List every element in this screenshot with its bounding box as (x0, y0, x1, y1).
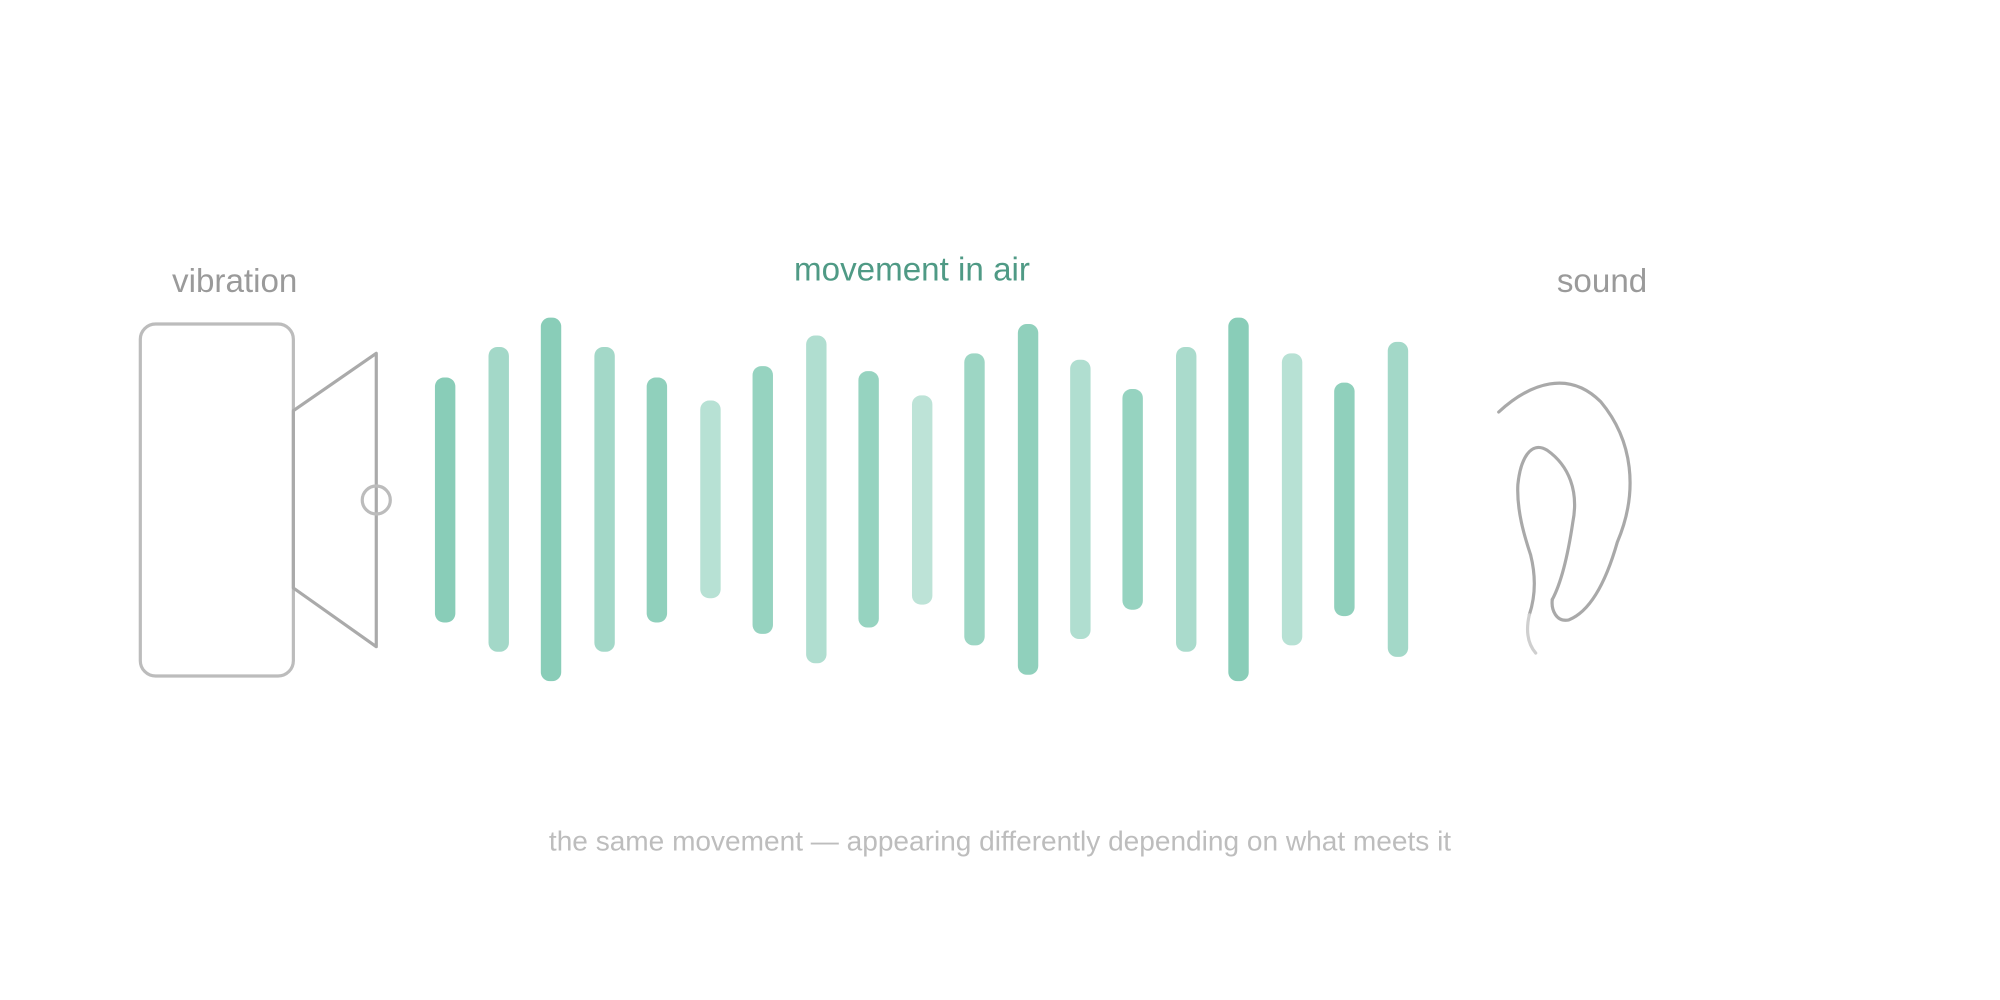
wave-bar (1228, 317, 1249, 682)
sound-waves (434, 317, 1409, 682)
wave-bar (1334, 382, 1355, 617)
wave-bar (911, 395, 933, 605)
ear (1497, 381, 1632, 655)
source-label: vibration (172, 263, 297, 300)
wave-bar (1017, 323, 1039, 675)
wave-bar (1176, 346, 1197, 652)
wave-bar (646, 377, 668, 623)
wave-bar (806, 335, 827, 664)
wave-bar (488, 346, 509, 652)
wave-bar (594, 346, 615, 652)
speaker-body (138, 322, 295, 678)
speaker-cone (291, 351, 378, 649)
wave-bar (700, 400, 721, 599)
ear-lobe (1526, 613, 1538, 655)
receiver-label: sound (1557, 263, 1647, 300)
wave-bar (1387, 341, 1409, 657)
caption: the same movement — appearing differentl… (549, 826, 1451, 857)
wave-bar (434, 377, 456, 623)
wave-bar (1070, 359, 1091, 640)
wave-bar (540, 317, 562, 682)
wave-bar (1122, 389, 1143, 610)
speaker (138, 322, 392, 678)
speaker-center (360, 484, 392, 516)
wave-bar (752, 366, 773, 634)
wave-bar (964, 353, 985, 646)
medium-label: movement in air (794, 251, 1030, 288)
ear-outer (1497, 381, 1632, 622)
wave-bar (858, 371, 879, 628)
ear-inner (1516, 445, 1577, 617)
wave-bar (1281, 353, 1303, 646)
